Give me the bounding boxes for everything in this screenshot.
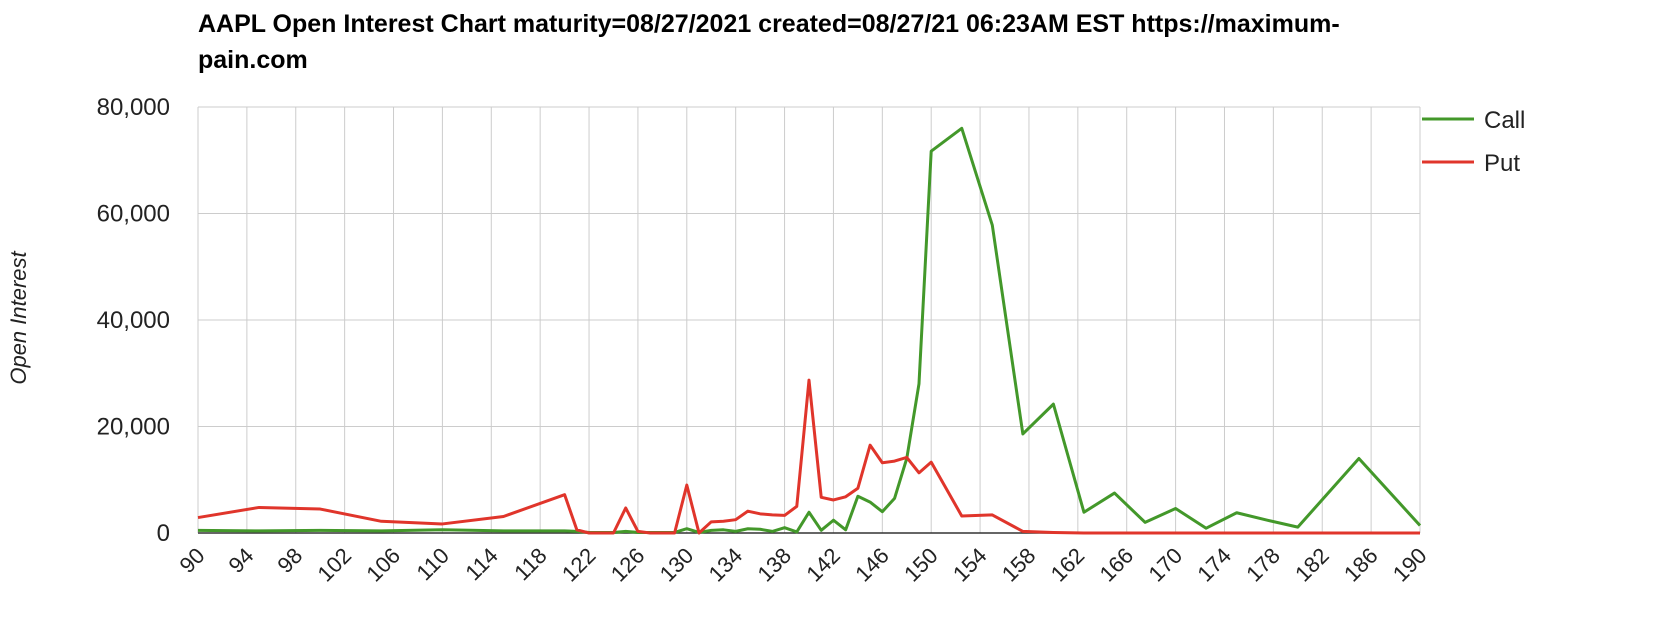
chart-title: AAPL Open Interest Chart maturity=08/27/… xyxy=(198,10,1340,74)
x-tick-label: 190 xyxy=(1388,543,1432,587)
x-tick-label: 130 xyxy=(655,543,699,587)
x-tick-label: 138 xyxy=(752,543,796,587)
x-tick-label: 106 xyxy=(361,543,405,587)
x-tick-label: 146 xyxy=(850,543,894,587)
x-tick-label: 170 xyxy=(1143,543,1187,587)
series-line xyxy=(197,126,1422,534)
x-tick-label: 114 xyxy=(460,543,502,585)
x-tick-label: 134 xyxy=(704,543,748,587)
y-tick-label: 40,000 xyxy=(97,307,170,334)
x-tick-label: 150 xyxy=(899,543,943,587)
x-tick-label: 118 xyxy=(509,543,551,585)
x-tick-label: 158 xyxy=(997,543,1041,587)
x-tick-label: 122 xyxy=(557,543,601,587)
legend-label: Put xyxy=(1484,150,1520,177)
x-tick-label: 166 xyxy=(1095,543,1139,587)
x-tick-label: 98 xyxy=(272,543,307,578)
x-tick-label: 110 xyxy=(411,543,453,585)
x-tick-label: 186 xyxy=(1339,543,1383,587)
x-tick-label: 142 xyxy=(801,543,845,587)
x-tick-label: 174 xyxy=(1192,543,1236,587)
series-line xyxy=(197,378,1420,535)
x-tick-label: 94 xyxy=(223,543,258,578)
y-tick-label: 80,000 xyxy=(97,94,170,121)
y-tick-label: 0 xyxy=(157,520,170,547)
x-tick-label: 90 xyxy=(175,543,210,578)
x-tick-label: 162 xyxy=(1046,543,1090,587)
y-axis-label: Open Interest xyxy=(6,250,31,384)
y-tick-label: 20,000 xyxy=(97,414,170,441)
x-tick-label: 126 xyxy=(606,543,650,587)
legend-label: Call xyxy=(1484,107,1525,134)
x-tick-label: 102 xyxy=(313,543,357,587)
y-tick-label: 60,000 xyxy=(97,201,170,228)
x-tick-label: 154 xyxy=(948,543,992,587)
x-tick-label: 182 xyxy=(1290,543,1334,587)
x-tick-label: 178 xyxy=(1241,543,1285,587)
